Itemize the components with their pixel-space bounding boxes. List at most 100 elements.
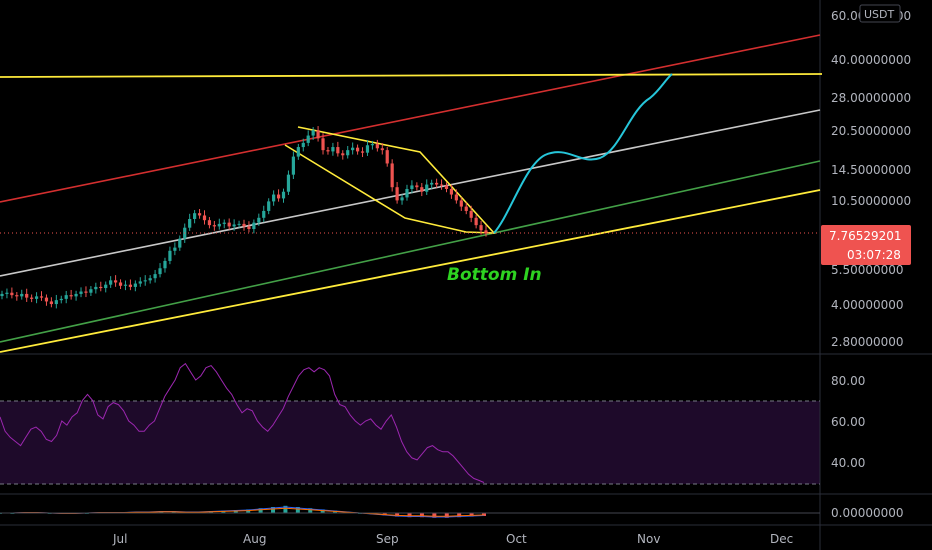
candle-body xyxy=(79,291,83,294)
candle-body xyxy=(469,210,473,218)
candle-body xyxy=(444,185,449,189)
rsi-line xyxy=(0,362,485,483)
trendline-green[interactable] xyxy=(0,160,821,343)
price-tick-10-5: 10.50000000 xyxy=(831,194,911,208)
rsi-tick-40: 40.00 xyxy=(831,456,865,470)
candle-body xyxy=(25,293,29,298)
time-tick-aug: Aug xyxy=(243,532,266,546)
macd-bar xyxy=(308,508,313,513)
bottom-in-annotation[interactable]: Bottom In xyxy=(447,265,542,285)
candle-body xyxy=(138,281,142,284)
rsi-band xyxy=(0,401,820,484)
trendline-white[interactable] xyxy=(0,109,821,277)
candle-body xyxy=(123,284,128,286)
trendline-yellow-support[interactable] xyxy=(0,189,821,353)
candle-body xyxy=(242,223,246,227)
macd-bar xyxy=(444,513,449,518)
candle-body xyxy=(281,191,286,199)
macd-bar xyxy=(407,513,412,518)
candle-body xyxy=(64,295,68,299)
macd-bar xyxy=(395,513,400,517)
candle-body xyxy=(10,292,14,296)
price-tick-2-8: 2.80000000 xyxy=(831,335,904,349)
candle-body xyxy=(355,147,360,152)
candle-body xyxy=(435,182,439,185)
candle-body xyxy=(252,222,256,230)
candle-body xyxy=(291,156,295,175)
price-tick-20-5: 20.50000000 xyxy=(831,124,911,138)
macd-bar xyxy=(469,513,474,517)
candle-body xyxy=(217,223,221,227)
candle-body xyxy=(34,296,39,299)
candle-body xyxy=(400,197,404,201)
price-tick-4: 4.00000000 xyxy=(831,298,904,312)
candle-body xyxy=(321,138,325,151)
candle-body xyxy=(286,174,291,192)
trendline-yellow-resistance[interactable] xyxy=(0,73,823,78)
candle-body xyxy=(316,130,320,139)
candle-body xyxy=(365,145,370,153)
candle-body xyxy=(30,297,34,299)
candle-body xyxy=(326,150,330,152)
candle-body xyxy=(188,218,192,228)
candle-body xyxy=(44,297,49,302)
candle-body xyxy=(375,144,379,149)
candle-body xyxy=(5,292,9,294)
candle-body xyxy=(207,220,212,226)
candle-body xyxy=(331,147,335,152)
candle-body xyxy=(439,184,444,186)
candle-body xyxy=(113,280,118,283)
candle-body xyxy=(395,187,399,201)
candle-body xyxy=(390,163,394,188)
candle-body xyxy=(59,298,63,301)
candle-body xyxy=(306,135,310,143)
macd-bar xyxy=(271,507,276,513)
candle-body xyxy=(311,130,315,136)
candle-body xyxy=(267,201,271,211)
candle-body xyxy=(405,188,409,198)
macd-bar xyxy=(258,508,263,513)
candle-body xyxy=(148,278,152,281)
candle-body xyxy=(143,280,147,282)
candle-body xyxy=(360,151,365,153)
price-tag xyxy=(821,225,911,265)
candle-body xyxy=(296,147,300,157)
currency-badge[interactable] xyxy=(859,4,901,23)
macd-bar xyxy=(246,509,251,513)
candle-body xyxy=(104,284,108,289)
candle-body xyxy=(351,147,355,151)
candle-body xyxy=(54,300,58,305)
candle-body xyxy=(346,150,350,156)
candle-body xyxy=(193,213,197,219)
time-tick-nov: Nov xyxy=(637,532,660,546)
candle-body xyxy=(449,188,454,195)
candle-body xyxy=(232,224,236,227)
candle-body xyxy=(276,194,281,199)
candle-body xyxy=(84,291,88,293)
candle-body xyxy=(454,194,458,201)
candle-body xyxy=(168,250,172,261)
rsi-tick-60: 60.00 xyxy=(831,415,865,429)
candle-body xyxy=(459,200,463,207)
candle-body xyxy=(0,293,4,297)
candle-body xyxy=(474,217,478,226)
candle-body xyxy=(415,185,419,188)
currency-label: USDT xyxy=(864,8,895,21)
candle-body xyxy=(425,184,429,192)
candle-body xyxy=(197,213,202,216)
candle-body xyxy=(158,268,162,275)
projection-path[interactable] xyxy=(493,73,673,234)
candle-body xyxy=(212,225,216,227)
candle-body xyxy=(202,215,207,221)
candle-body xyxy=(410,185,414,189)
candle-body xyxy=(237,223,241,225)
candle-body xyxy=(272,194,276,202)
candle-body xyxy=(173,247,177,251)
rsi-tick-80: 80.00 xyxy=(831,374,865,388)
candle-body xyxy=(133,283,137,287)
trendline-red[interactable] xyxy=(0,34,821,203)
candle-body xyxy=(74,293,78,297)
candle-body xyxy=(153,274,157,279)
candle-body xyxy=(420,187,424,192)
